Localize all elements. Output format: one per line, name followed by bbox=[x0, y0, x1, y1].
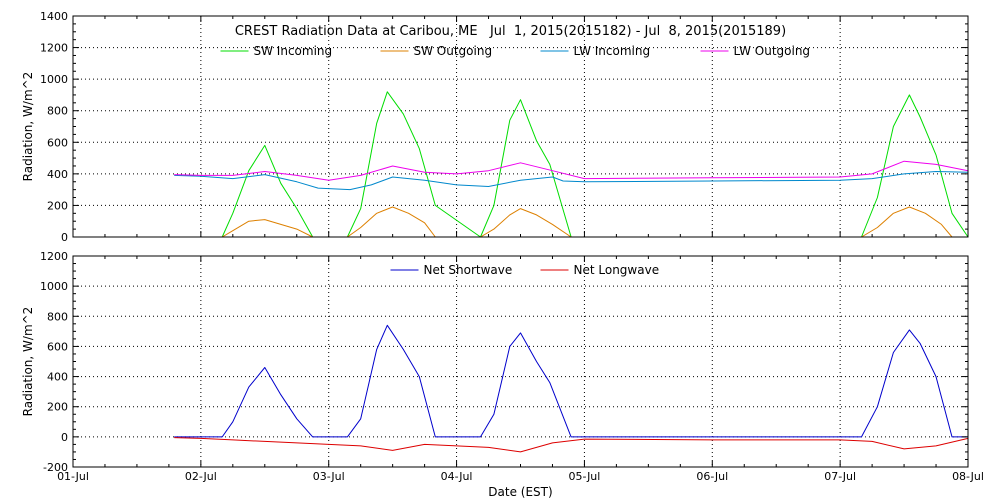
x-tick-label: 06-Jul bbox=[696, 470, 728, 483]
chart-title: CREST Radiation Data at Caribou, ME Jul … bbox=[235, 24, 786, 39]
panel-2: -200 0 200 400 600 800 1000 1200 Radiation, W/m^… bbox=[21, 250, 984, 499]
y-tick-label: 800 bbox=[47, 105, 68, 118]
legend-label: SW Incoming bbox=[254, 44, 333, 58]
series-line-net-longwave bbox=[174, 437, 969, 453]
series-line-lw-outgoing bbox=[174, 160, 969, 181]
series-line-lw-incoming bbox=[174, 171, 969, 191]
legend-label: Net Longwave bbox=[574, 263, 660, 277]
legend-label: LW Incoming bbox=[574, 44, 651, 58]
y-tick-label: 600 bbox=[47, 136, 68, 149]
plot-frame bbox=[72, 15, 969, 238]
y-axis-label: Radiation, W/m^2 bbox=[21, 72, 35, 182]
y-tick-label: 1200 bbox=[40, 42, 68, 55]
y-tick-label: 200 bbox=[47, 401, 68, 414]
x-tick-label: 03-Jul bbox=[313, 470, 345, 483]
x-tick-label: 07-Jul bbox=[824, 470, 856, 483]
series-line-sw-incoming bbox=[174, 91, 969, 238]
x-tick-label: 01-Jul bbox=[57, 470, 89, 483]
x-tick-label: 05-Jul bbox=[568, 470, 600, 483]
y-tick-label: 0 bbox=[61, 231, 68, 244]
y-tick-label: 600 bbox=[47, 340, 68, 353]
series-line-net-shortwave bbox=[174, 324, 968, 438]
y-tick-label: -200 bbox=[43, 461, 68, 474]
legend-label: LW Outgoing bbox=[734, 44, 811, 58]
y-axis-label: Radiation, W/m^2 bbox=[21, 307, 35, 417]
y-tick-label: 800 bbox=[47, 310, 68, 323]
x-axis-label: Date (EST) bbox=[488, 485, 552, 499]
y-tick-label: 1000 bbox=[40, 73, 68, 86]
legend-label: SW Outgoing bbox=[414, 44, 493, 58]
legend-label: Net Shortwave bbox=[424, 263, 513, 277]
y-tick-label: 1000 bbox=[40, 280, 68, 293]
y-tick-label: 0 bbox=[61, 431, 68, 444]
y-tick-label: 1400 bbox=[40, 10, 68, 23]
y-tick-label: 400 bbox=[47, 168, 68, 181]
y-tick-label: 1200 bbox=[40, 250, 68, 263]
y-tick-label: 200 bbox=[47, 199, 68, 212]
x-tick-label: 02-Jul bbox=[185, 470, 217, 483]
plot-frame bbox=[72, 255, 969, 468]
series-line-sw-outgoing bbox=[174, 206, 968, 238]
x-tick-label: 08-Jul bbox=[952, 470, 984, 483]
y-tick-label: 400 bbox=[47, 371, 68, 384]
panel-1: 0 200 400 600 800 1000 1200 1400 Radiation, W/m^… bbox=[21, 10, 969, 244]
x-tick-label: 04-Jul bbox=[441, 470, 473, 483]
